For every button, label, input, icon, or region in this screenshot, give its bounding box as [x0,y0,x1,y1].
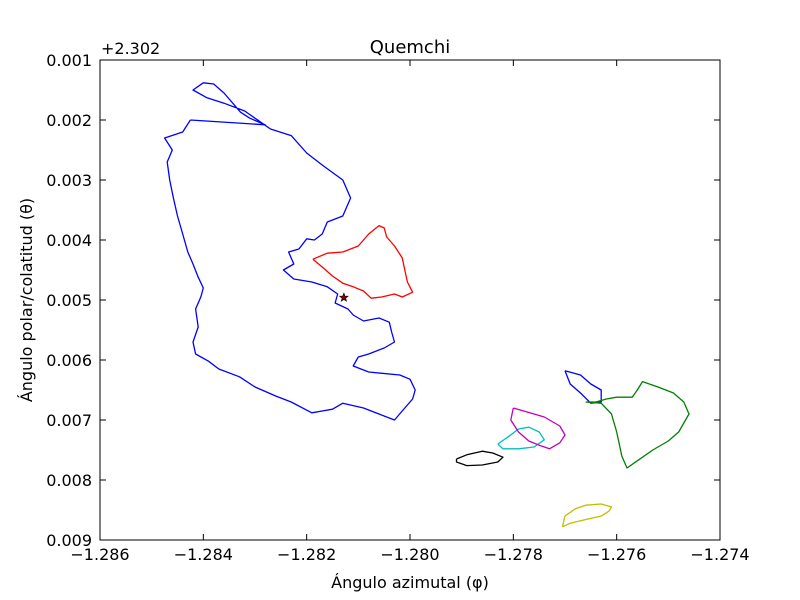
series-line-1 [163,82,416,421]
x-tick-label: −1.274 [690,545,749,564]
x-tick-label: −1.284 [174,545,233,564]
y-tick-label: 0.004 [46,231,92,250]
series-line-7 [455,450,504,467]
series-line-4 [585,380,690,469]
y-tick-label: 0.008 [46,471,92,490]
x-tick-label: −1.286 [70,545,129,564]
y-tick-label: 0.007 [46,411,92,430]
series-line-8 [561,503,613,528]
y-tick-label: 0.009 [46,531,92,550]
y-axis-title: Ángulo polar/colatitud (θ) [17,198,36,402]
x-tick-label: −1.278 [484,545,543,564]
chart-title: Quemchi [370,37,451,58]
x-axis-title: Ángulo azimutal (φ) [331,573,489,592]
x-tick-label: −1.282 [277,545,336,564]
series-line-6 [510,407,566,450]
axes-layer: −1.286 −1.284 −1.282 −1.280 −1.278 −1.276 −1.2… [46,51,749,564]
y-tick-label: 0.006 [46,351,92,370]
y-offset-label: +2.302 [101,39,160,58]
y-tick-label: 0.005 [46,291,92,310]
y-tick-label: 0.002 [46,111,92,130]
y-tick-label: 0.001 [46,51,92,70]
star-marker [338,292,349,302]
series-line-5 [497,426,545,450]
x-tick-label: −1.276 [587,545,646,564]
x-tick-label: −1.280 [380,545,439,564]
series-line-3 [564,370,602,404]
data-layer [163,82,690,528]
series-line-2 [312,224,414,299]
y-tick-label: 0.003 [46,171,92,190]
